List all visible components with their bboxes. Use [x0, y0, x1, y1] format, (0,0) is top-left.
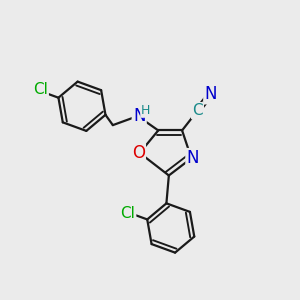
Text: Cl: Cl [33, 82, 48, 97]
Text: N: N [187, 149, 199, 167]
Text: C: C [192, 103, 203, 118]
Text: N: N [205, 85, 217, 103]
Text: H: H [141, 104, 150, 117]
Text: N: N [133, 107, 146, 125]
Text: O: O [132, 144, 145, 162]
Text: Cl: Cl [120, 206, 135, 221]
